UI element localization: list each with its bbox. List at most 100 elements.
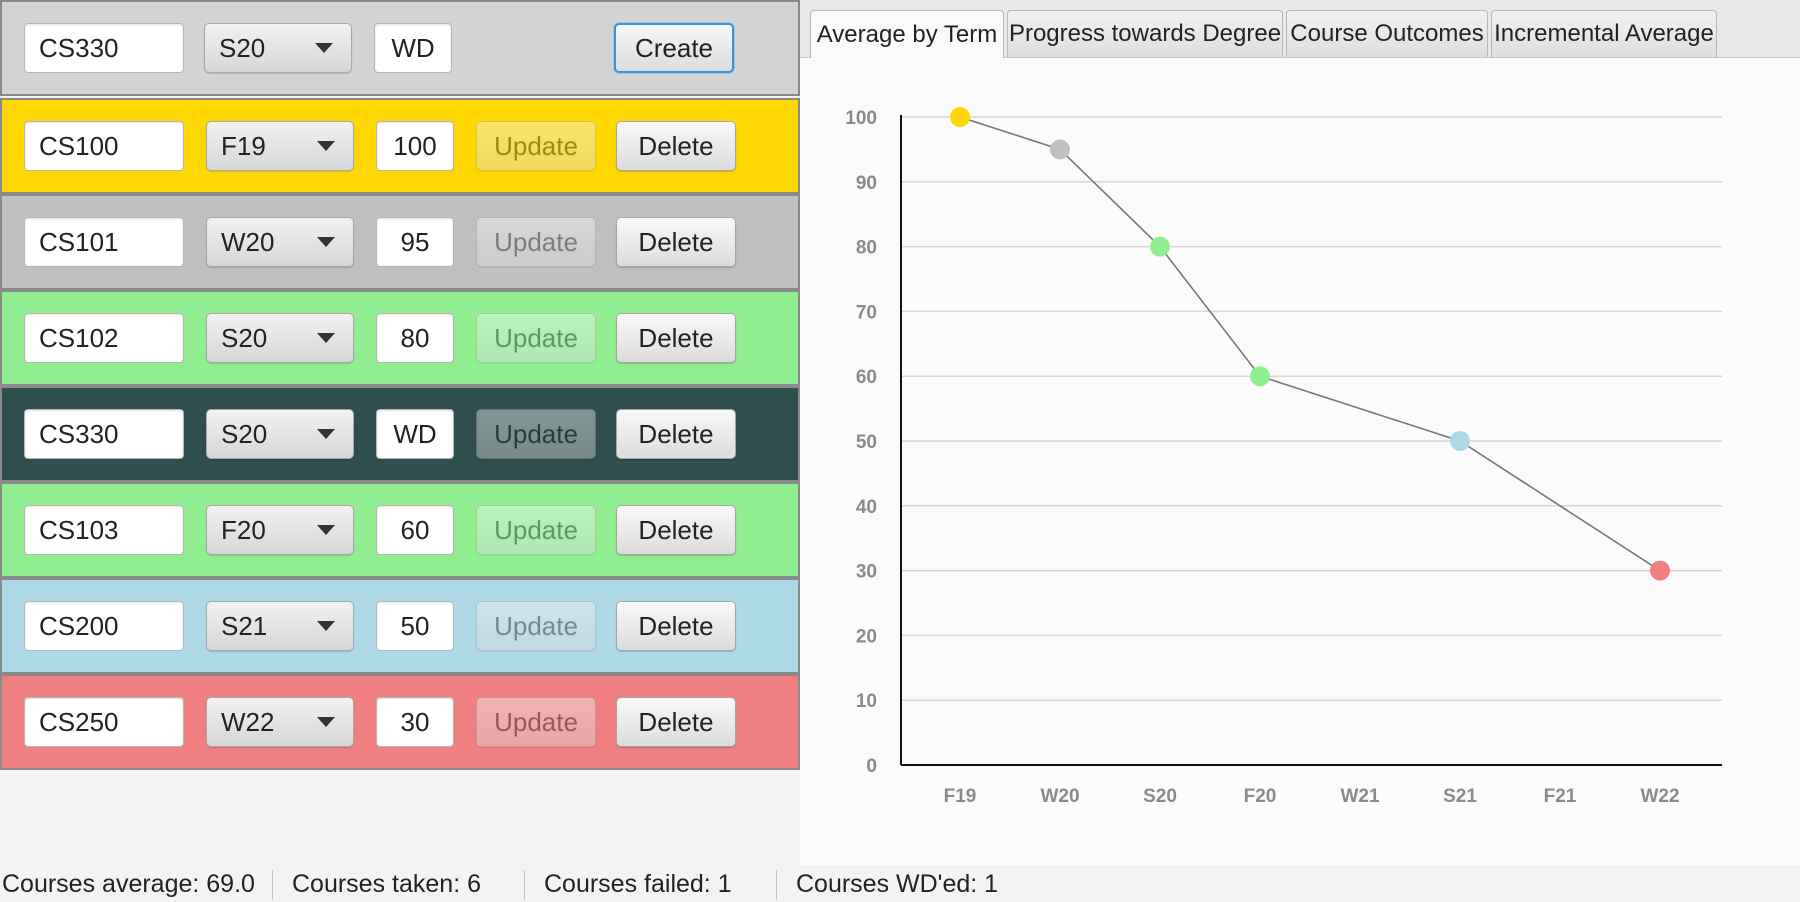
- average-by-term-chart: 0 10 20 30 40 50 60 70 80 90 100 F19 W20 S20 F20 W21 S21…: [845, 107, 1722, 807]
- status-separator: [776, 870, 777, 900]
- courses-taken-status: Courses taken: 6: [292, 869, 481, 898]
- series-line: [959, 116, 1661, 572]
- status-bar: Courses average: 69.0 Courses taken: 6 C…: [0, 866, 1800, 902]
- chevron-down-icon: [317, 621, 335, 631]
- update-button[interactable]: Update: [476, 601, 596, 651]
- course-row: CS200 S21 50 Update Delete: [0, 578, 800, 674]
- grade-input[interactable]: 80: [376, 313, 454, 363]
- delete-button[interactable]: Delete: [616, 313, 736, 363]
- term-dropdown[interactable]: F19: [206, 121, 354, 171]
- course-row: CS102 S20 80 Update Delete: [0, 290, 800, 386]
- delete-button[interactable]: Delete: [616, 121, 736, 171]
- y-tick-label: 80: [856, 238, 877, 259]
- delete-button[interactable]: Delete: [616, 217, 736, 267]
- course-name-input[interactable]: CS200: [24, 601, 184, 651]
- term-dropdown-value: W20: [221, 226, 275, 257]
- courses-failed-status: Courses failed: 1: [544, 869, 732, 898]
- data-point: [1450, 431, 1470, 451]
- grade-input[interactable]: WD: [374, 23, 452, 73]
- y-tick-label: 70: [856, 302, 877, 323]
- grade-input[interactable]: 60: [376, 505, 454, 555]
- y-tick-label: 20: [856, 626, 877, 647]
- delete-button[interactable]: Delete: [616, 409, 736, 459]
- y-tick-label: 60: [856, 367, 877, 388]
- term-dropdown-value: S20: [221, 418, 268, 449]
- delete-button[interactable]: Delete: [616, 697, 736, 747]
- term-dropdown[interactable]: S21: [206, 601, 354, 651]
- term-dropdown-value: W22: [221, 706, 275, 737]
- chevron-down-icon: [315, 43, 333, 53]
- average-by-term-chart-pane: 0 10 20 30 40 50 60 70 80 90 100 F19 W20 S20 F20 W21 S21…: [800, 58, 1800, 865]
- status-separator: [272, 870, 273, 900]
- grade-input[interactable]: 30: [376, 697, 454, 747]
- x-tick-label: F20: [1244, 786, 1277, 807]
- data-point: [1150, 236, 1170, 257]
- tab-course-outcomes[interactable]: Course Outcomes: [1286, 10, 1488, 57]
- term-dropdown-value: S20: [221, 322, 268, 353]
- x-tick-label: S20: [1143, 786, 1177, 807]
- grade-input[interactable]: 50: [376, 601, 454, 651]
- data-point: [950, 107, 970, 127]
- create-course-row: CS330 S20 WD Create: [0, 0, 800, 96]
- update-button[interactable]: Update: [476, 697, 596, 747]
- term-dropdown[interactable]: S20: [206, 313, 354, 363]
- y-tick-label: 90: [856, 173, 877, 194]
- term-dropdown[interactable]: S20: [206, 409, 354, 459]
- course-name-input[interactable]: CS100: [24, 121, 184, 171]
- term-dropdown[interactable]: F20: [206, 505, 354, 555]
- chevron-down-icon: [317, 525, 335, 535]
- delete-button[interactable]: Delete: [616, 601, 736, 651]
- term-dropdown[interactable]: S20: [204, 23, 352, 73]
- create-button[interactable]: Create: [614, 23, 734, 73]
- course-name-input[interactable]: CS330: [24, 23, 184, 73]
- x-tick-label: W21: [1340, 786, 1380, 807]
- update-button[interactable]: Update: [476, 313, 596, 363]
- term-dropdown-value: F19: [221, 130, 266, 161]
- x-tick-label: W22: [1640, 786, 1679, 807]
- x-tick-label: F21: [1544, 786, 1577, 807]
- course-name-input[interactable]: CS102: [24, 313, 184, 363]
- tab-incremental-average[interactable]: Incremental Average: [1491, 10, 1717, 57]
- update-button[interactable]: Update: [476, 217, 596, 267]
- y-tick-label: 30: [856, 562, 877, 583]
- course-name-input[interactable]: CS250: [24, 697, 184, 747]
- term-dropdown-value: F20: [221, 514, 266, 545]
- y-tick-label: 10: [856, 691, 877, 712]
- grade-input[interactable]: 95: [376, 217, 454, 267]
- chevron-down-icon: [317, 717, 335, 727]
- chevron-down-icon: [317, 141, 335, 151]
- update-button[interactable]: Update: [476, 121, 596, 171]
- course-row: CS250 W22 30 Update Delete: [0, 674, 800, 770]
- course-name-input[interactable]: CS103: [24, 505, 184, 555]
- course-row: CS330 S20 WD Update Delete: [0, 386, 800, 482]
- course-name-input[interactable]: CS330: [24, 409, 184, 459]
- course-row: CS101 W20 95 Update Delete: [0, 194, 800, 290]
- chevron-down-icon: [317, 237, 335, 247]
- y-tick-label: 50: [856, 432, 877, 453]
- term-dropdown-value: S21: [221, 610, 268, 641]
- data-point: [1050, 139, 1070, 160]
- grade-input[interactable]: 100: [376, 121, 454, 171]
- tab-progress-towards-degree[interactable]: Progress towards Degree: [1007, 10, 1283, 57]
- update-button[interactable]: Update: [476, 409, 596, 459]
- term-dropdown[interactable]: W22: [206, 697, 354, 747]
- x-tick-label: F19: [944, 786, 977, 807]
- courses-wd-status: Courses WD'ed: 1: [796, 869, 999, 898]
- course-list-panel: CS330 S20 WD Create CS100 F19 100 Update Del…: [0, 0, 800, 770]
- update-button[interactable]: Update: [476, 505, 596, 555]
- chevron-down-icon: [317, 429, 335, 439]
- delete-button[interactable]: Delete: [616, 505, 736, 555]
- term-dropdown[interactable]: W20: [206, 217, 354, 267]
- term-dropdown-value: S20: [219, 32, 266, 63]
- courses-average-status: Courses average: 69.0: [2, 869, 255, 898]
- y-tick-label: 100: [845, 108, 877, 129]
- data-point: [1250, 366, 1270, 387]
- status-separator: [524, 870, 525, 900]
- course-row: CS103 F20 60 Update Delete: [0, 482, 800, 578]
- data-point: [1650, 560, 1670, 581]
- grade-input[interactable]: WD: [376, 409, 454, 459]
- y-tick-label: 40: [856, 497, 877, 518]
- course-name-input[interactable]: CS101: [24, 217, 184, 267]
- tab-average-by-term[interactable]: Average by Term: [810, 10, 1004, 58]
- y-tick-label: 0: [866, 756, 877, 777]
